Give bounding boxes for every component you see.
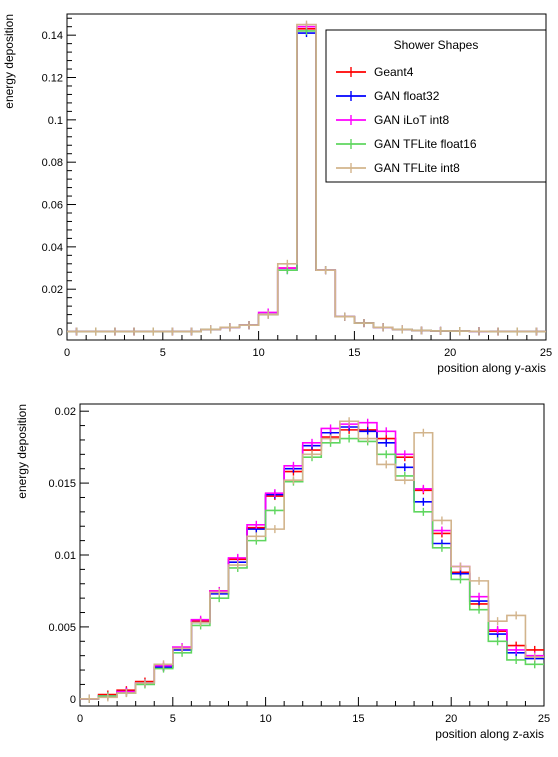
y-tick-label: 0.14 [42, 30, 63, 42]
y-tick-label: 0.12 [42, 73, 63, 85]
y-tick-label: 0.005 [48, 622, 76, 634]
legend-label: GAN TFLite int8 [374, 161, 460, 175]
legend-label: GAN TFLite float16 [374, 137, 477, 151]
series-gan-float32 [80, 423, 544, 703]
x-axis-title: position along z-axis [435, 727, 544, 741]
legend-title: Shower Shapes [394, 38, 479, 52]
y-tick-label: 0.02 [55, 406, 76, 418]
legend-label: Geant4 [374, 65, 414, 79]
series-geant4 [80, 425, 544, 703]
y-tick-label: 0.02 [42, 284, 63, 296]
y-tick-label: 0.01 [55, 550, 76, 562]
y-tick-label: 0.08 [42, 157, 63, 169]
x-tick-label: 5 [170, 713, 176, 725]
y-tick-label: 0.1 [48, 115, 63, 127]
series-gan-tflite-int8 [67, 20, 546, 336]
legend-entry-gan-ilot-int8: GAN iLoT int8 [336, 113, 449, 127]
y-tick-label: 0.015 [48, 478, 76, 490]
series-line-gan-tflite-float16 [80, 437, 544, 700]
x-tick-label: 20 [444, 347, 456, 359]
chart-y-axis-profile: 0 5 10 15 20 25 0 0.02 0.04 0.06 0.08 0.1 0.12 0.14 po… [2, 13, 552, 375]
legend-entry-gan-tflite-int8: GAN TFLite int8 [336, 161, 460, 175]
x-tick-label: 20 [445, 713, 457, 725]
series-line-geant4 [80, 429, 544, 700]
series-gan-ilot-int8 [80, 418, 544, 703]
legend-label: GAN iLoT int8 [374, 113, 449, 127]
chart-z-axis-profile: 0 5 10 15 20 25 0 0.005 0.01 0.015 0.02 position al… [15, 403, 550, 741]
y-tick-label: 0 [57, 327, 63, 339]
x-tick-label: 10 [252, 347, 264, 359]
x-tick-label: 15 [352, 713, 364, 725]
series-gan-tflite-float16 [80, 434, 544, 703]
legend-entry-gan-tflite-float16: GAN TFLite float16 [336, 137, 477, 151]
x-tick-label: 25 [538, 713, 550, 725]
series-line-gan-float32 [80, 426, 544, 700]
series-line-gan-tflite-int8 [80, 420, 544, 700]
x-tick-label: 25 [540, 347, 552, 359]
series-line-gan-ilot-int8 [80, 421, 544, 700]
y-tick-label: 0.04 [42, 242, 63, 254]
x-tick-label: 0 [64, 347, 70, 359]
x-tick-label: 0 [77, 713, 83, 725]
legend-label: GAN float32 [374, 89, 440, 103]
x-tick-label: 15 [348, 347, 360, 359]
x-axis-title: position along y-axis [437, 361, 546, 375]
y-axis-title: energy deposition [15, 404, 29, 499]
legend-box [325, 29, 547, 183]
legend-entry-gan-float32: GAN float32 [336, 89, 440, 103]
y-tick-label: 0.06 [42, 200, 63, 212]
legend-entry-geant4: Geant4 [336, 65, 414, 79]
x-tick-label: 5 [160, 347, 166, 359]
y-tick-label: 0 [70, 694, 76, 706]
series-gan-tflite-int8 [80, 417, 544, 703]
legend: Shower Shapes Geant4 GAN float32 GAN iLoT i… [325, 29, 547, 183]
y-axis-title: energy deposition [2, 14, 16, 109]
x-tick-label: 10 [259, 713, 271, 725]
